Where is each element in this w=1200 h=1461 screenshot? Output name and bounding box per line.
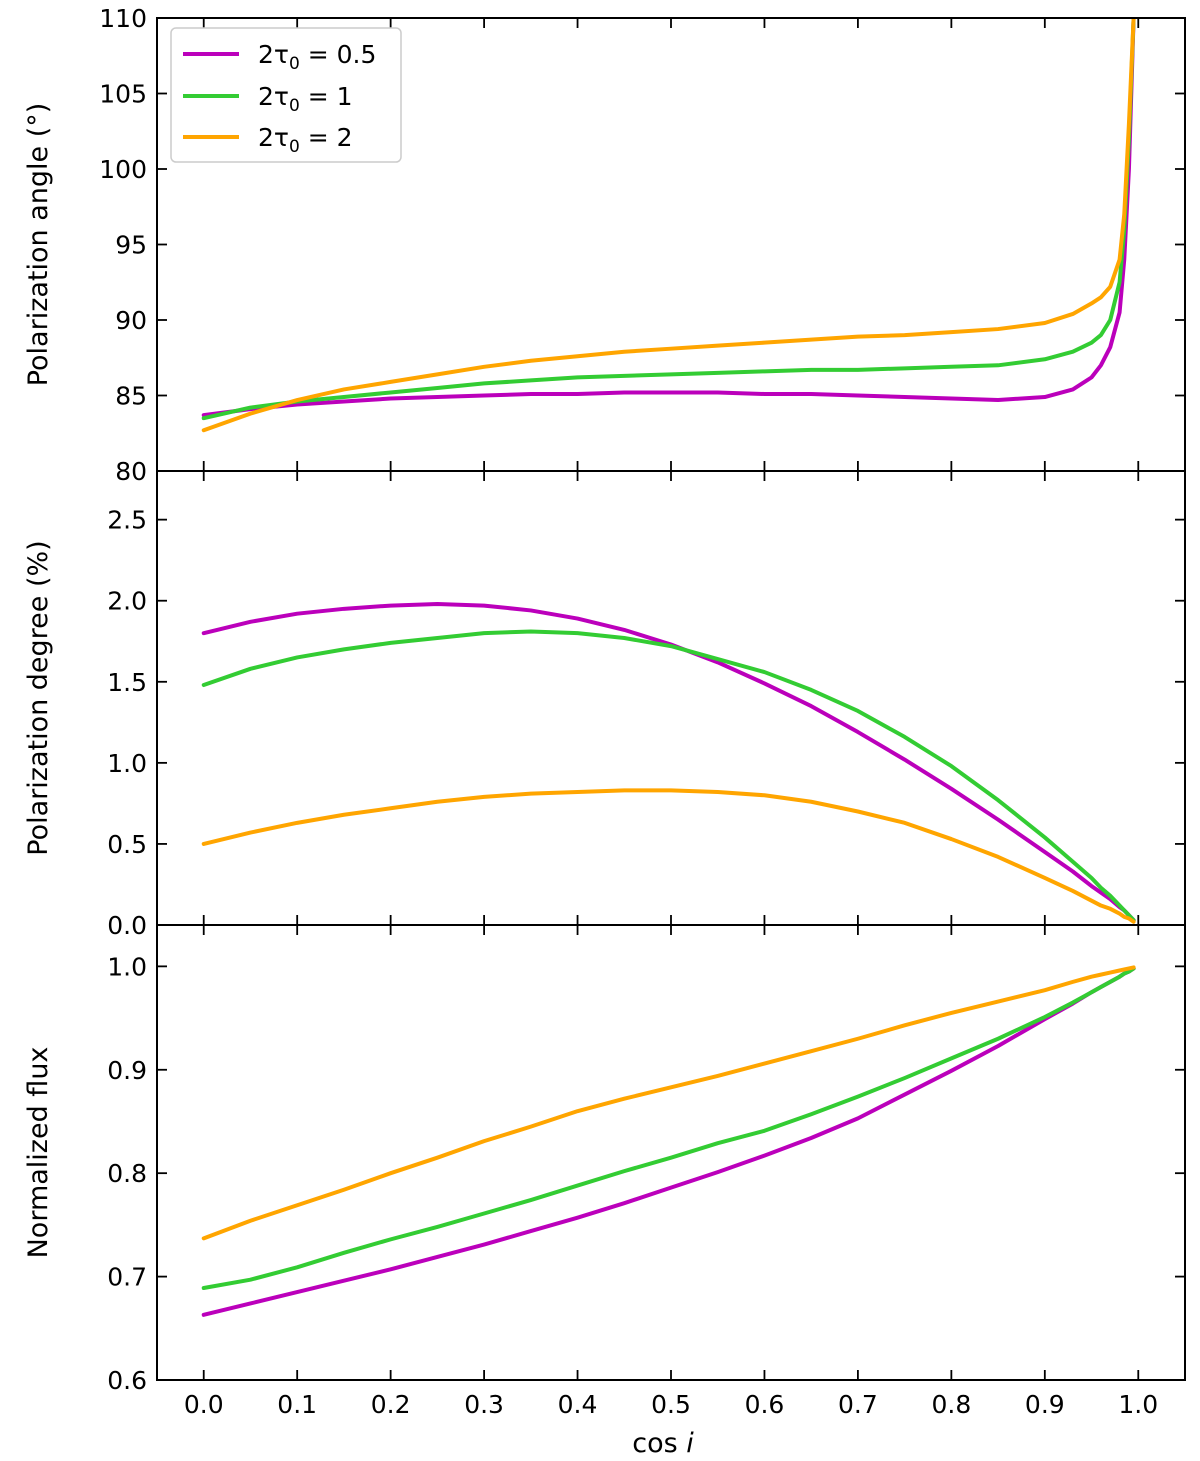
angle-y-tick-label: 105	[99, 80, 147, 109]
legend-label-tau-1: 2τ0 = 1	[258, 82, 353, 116]
x-tick-label: 0.0	[184, 1390, 224, 1419]
flux-y-tick-label: 0.8	[107, 1159, 147, 1188]
degree-y-tick-label: 2.5	[107, 506, 147, 535]
degree-series-tau-1	[201, 629, 1136, 923]
angle-series-tau-2	[201, 18, 1136, 433]
flux-y-tick-label: 0.6	[107, 1366, 147, 1395]
angle-y-tick-label: 95	[115, 231, 147, 260]
x-tick-label: 0.4	[558, 1390, 598, 1419]
degree-y-tick-label: 0.5	[107, 830, 147, 859]
angle-series-tau-1	[201, 18, 1136, 421]
degree-y-tick-label: 1.0	[107, 749, 147, 778]
flux-y-tick-label: 1.0	[107, 952, 147, 981]
x-tick-label: 0.9	[1025, 1390, 1065, 1419]
legend-label-tau-2: 2τ0 = 2	[258, 123, 353, 157]
angle-y-tick-label: 90	[115, 306, 147, 335]
x-tick-label: 0.6	[745, 1390, 785, 1419]
x-tick-label: 0.8	[931, 1390, 971, 1419]
x-tick-label: 0.2	[371, 1390, 411, 1419]
x-tick-label: 0.1	[277, 1390, 317, 1419]
degree-axes-frame	[156, 470, 1186, 926]
x-tick-label: 0.5	[651, 1390, 691, 1419]
x-tick-label: 0.7	[838, 1390, 878, 1419]
flux-series-tau-2	[201, 965, 1136, 1241]
angle-y-tick-label: 80	[115, 457, 147, 486]
x-tick-label: 0.3	[464, 1390, 504, 1419]
legend-frame	[170, 27, 402, 163]
degree-y-tick-label: 0.0	[107, 911, 147, 940]
angle-series-tau-0-5	[201, 18, 1136, 418]
flux-series-tau-0-5	[201, 966, 1136, 1317]
panel-flux: 0.0 0.1 0.2 0.3 0.4 0.5 0.6 0.7 0.8 0.9 1.0 0.6 0.7 0…	[23, 924, 1186, 1419]
degree-series-tau-0-5	[201, 601, 1136, 923]
angle-y-tick-label: 85	[115, 382, 147, 411]
x-axis-label: cos i	[632, 1428, 694, 1459]
legend-label-tau-0-5: 2τ0 = 0.5	[258, 40, 376, 74]
panels: 80 85 90 95 100 105 110 Polarization angle (°) 0…	[23, 4, 1186, 1419]
panel-angle: 80 85 90 95 100 105 110 Polarization angle (°)	[23, 4, 1186, 486]
angle-y-tick-label: 100	[99, 155, 147, 184]
degree-y-axis-label: Polarization degree (%)	[23, 540, 54, 855]
degree-y-tick-label: 1.5	[107, 668, 147, 697]
legend: 2τ0 = 0.5 2τ0 = 1 2τ0 = 2	[170, 27, 402, 163]
degree-y-tick-label: 2.0	[107, 587, 147, 616]
flux-y-axis-label: Normalized flux	[23, 1047, 54, 1259]
panel-degree: 0.0 0.5 1.0 1.5 2.0 2.5 Polarization degree (%…	[23, 470, 1186, 940]
flux-y-tick-label: 0.7	[107, 1263, 147, 1292]
x-tick-label: 1.0	[1118, 1390, 1158, 1419]
flux-series-tau-1	[201, 966, 1136, 1290]
flux-y-tick-label: 0.9	[107, 1056, 147, 1085]
degree-series-tau-2	[201, 788, 1136, 924]
angle-y-tick-label: 110	[99, 4, 147, 33]
angle-y-axis-label: Polarization angle (°)	[23, 103, 54, 387]
